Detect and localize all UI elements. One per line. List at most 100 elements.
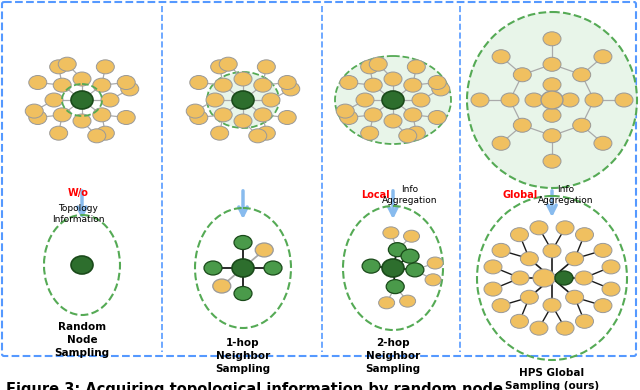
- Ellipse shape: [432, 82, 450, 96]
- Ellipse shape: [264, 261, 282, 275]
- Ellipse shape: [364, 108, 382, 122]
- Ellipse shape: [573, 68, 591, 82]
- Ellipse shape: [93, 108, 111, 122]
- Ellipse shape: [594, 243, 612, 257]
- Text: HPS Global
Sampling (ours): HPS Global Sampling (ours): [505, 368, 599, 390]
- Ellipse shape: [234, 236, 252, 250]
- Ellipse shape: [50, 126, 68, 140]
- Ellipse shape: [543, 298, 561, 312]
- Ellipse shape: [382, 259, 404, 277]
- Ellipse shape: [356, 93, 374, 107]
- FancyBboxPatch shape: [2, 2, 636, 356]
- Ellipse shape: [543, 154, 561, 168]
- Text: Local: Local: [362, 190, 390, 200]
- Ellipse shape: [594, 50, 612, 64]
- Ellipse shape: [234, 72, 252, 86]
- Ellipse shape: [492, 243, 510, 257]
- Ellipse shape: [255, 243, 273, 257]
- Ellipse shape: [561, 93, 579, 107]
- Text: Global: Global: [503, 190, 538, 200]
- Ellipse shape: [407, 126, 426, 140]
- Ellipse shape: [53, 78, 71, 92]
- Ellipse shape: [513, 68, 531, 82]
- Text: Random
Node
Sampling: Random Node Sampling: [54, 322, 109, 358]
- Ellipse shape: [543, 244, 561, 258]
- Ellipse shape: [399, 129, 417, 143]
- Ellipse shape: [573, 118, 591, 132]
- Ellipse shape: [234, 114, 252, 128]
- Ellipse shape: [364, 78, 382, 92]
- Ellipse shape: [71, 91, 93, 109]
- Ellipse shape: [214, 78, 232, 92]
- Ellipse shape: [262, 93, 280, 107]
- Ellipse shape: [525, 93, 543, 107]
- Ellipse shape: [428, 76, 446, 89]
- Ellipse shape: [425, 274, 441, 286]
- Ellipse shape: [575, 314, 593, 328]
- Ellipse shape: [214, 108, 232, 122]
- Ellipse shape: [520, 252, 538, 266]
- Ellipse shape: [543, 57, 561, 71]
- Ellipse shape: [340, 76, 358, 89]
- Ellipse shape: [602, 282, 620, 296]
- Ellipse shape: [404, 78, 422, 92]
- Ellipse shape: [335, 56, 451, 144]
- Ellipse shape: [530, 321, 548, 335]
- Ellipse shape: [543, 129, 561, 143]
- Text: Topology
Information: Topology Information: [52, 204, 104, 224]
- Ellipse shape: [484, 260, 502, 274]
- Text: 2-hop
Neighbor
Sampling: 2-hop Neighbor Sampling: [365, 338, 420, 374]
- Ellipse shape: [533, 269, 555, 287]
- Ellipse shape: [575, 228, 593, 242]
- Ellipse shape: [211, 60, 228, 74]
- Ellipse shape: [602, 260, 620, 274]
- Ellipse shape: [383, 227, 399, 239]
- Text: Info
Aggregation: Info Aggregation: [382, 185, 438, 205]
- Ellipse shape: [427, 257, 443, 269]
- Ellipse shape: [336, 104, 354, 118]
- Ellipse shape: [45, 93, 63, 107]
- Ellipse shape: [384, 114, 402, 128]
- Ellipse shape: [73, 114, 91, 128]
- Ellipse shape: [220, 57, 237, 71]
- Ellipse shape: [232, 91, 254, 109]
- Ellipse shape: [530, 221, 548, 235]
- Ellipse shape: [25, 104, 44, 118]
- Ellipse shape: [511, 271, 529, 285]
- Ellipse shape: [501, 93, 519, 107]
- Ellipse shape: [190, 110, 208, 124]
- Ellipse shape: [467, 12, 637, 188]
- Ellipse shape: [207, 72, 279, 128]
- Ellipse shape: [401, 249, 419, 263]
- Ellipse shape: [594, 136, 612, 150]
- Ellipse shape: [101, 93, 119, 107]
- Ellipse shape: [388, 243, 406, 257]
- Ellipse shape: [93, 78, 111, 92]
- Ellipse shape: [29, 76, 47, 89]
- Ellipse shape: [50, 60, 68, 74]
- Ellipse shape: [204, 261, 222, 275]
- Ellipse shape: [407, 60, 426, 74]
- Ellipse shape: [257, 60, 275, 74]
- Ellipse shape: [575, 271, 593, 285]
- Ellipse shape: [384, 72, 402, 86]
- Ellipse shape: [492, 136, 510, 150]
- Ellipse shape: [361, 126, 379, 140]
- Ellipse shape: [97, 126, 115, 140]
- Ellipse shape: [254, 108, 272, 122]
- Ellipse shape: [278, 110, 296, 124]
- Ellipse shape: [541, 91, 563, 109]
- Ellipse shape: [340, 110, 358, 124]
- Ellipse shape: [594, 299, 612, 313]
- Ellipse shape: [556, 321, 574, 335]
- Ellipse shape: [492, 299, 510, 313]
- Ellipse shape: [511, 228, 529, 242]
- Ellipse shape: [543, 78, 561, 92]
- Ellipse shape: [406, 263, 424, 277]
- Text: Figure 3: Acquiring topological information by random node: Figure 3: Acquiring topological informat…: [6, 382, 503, 390]
- Ellipse shape: [369, 57, 387, 71]
- Text: 1-hop
Neighbor
Sampling: 1-hop Neighbor Sampling: [216, 338, 271, 374]
- Ellipse shape: [379, 297, 395, 309]
- Ellipse shape: [232, 259, 254, 277]
- Ellipse shape: [511, 314, 529, 328]
